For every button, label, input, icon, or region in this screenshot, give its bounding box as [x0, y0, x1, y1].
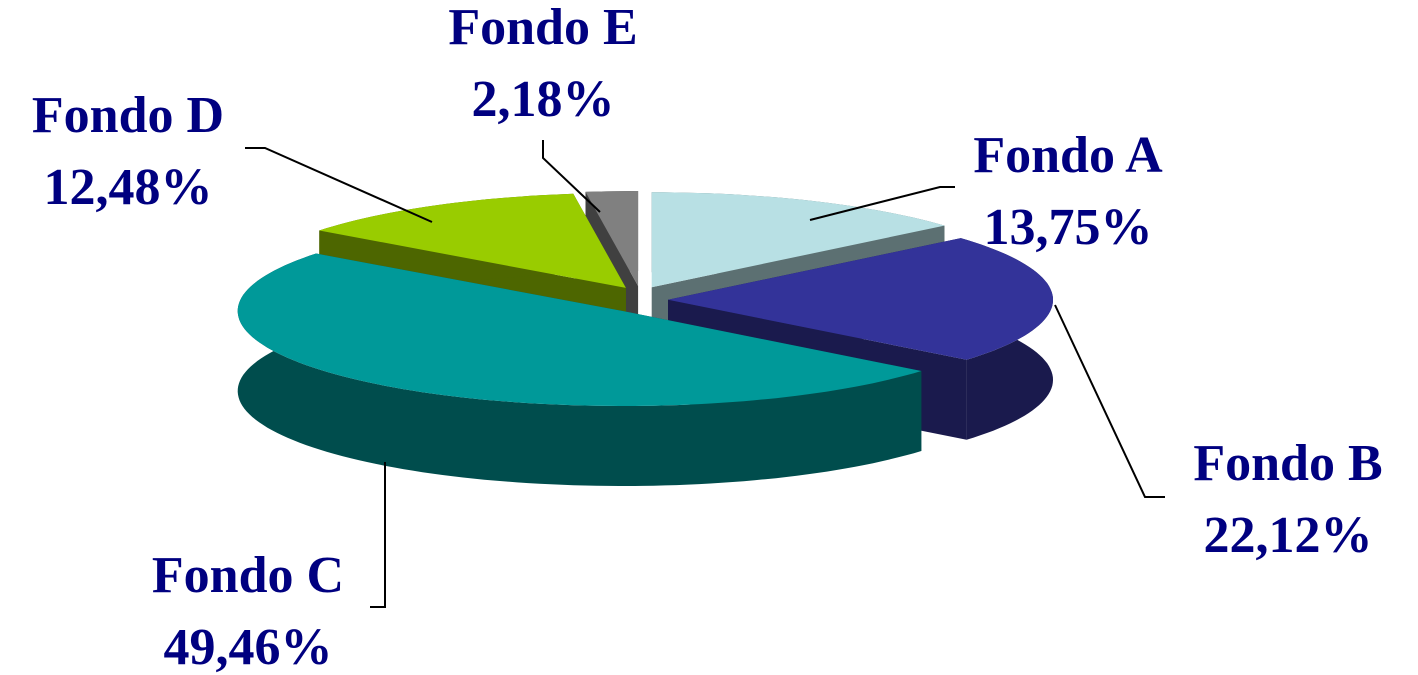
slice-label: Fondo B: [1193, 435, 1382, 492]
slice-wall: [237, 253, 922, 486]
slice-label: Fondo D: [32, 87, 224, 144]
slice-label: Fondo E: [448, 0, 637, 56]
leader-line: [1054, 304, 1165, 498]
slice: [668, 238, 1053, 360]
value-label: 12,48%: [44, 159, 213, 216]
leader-line: [245, 147, 433, 223]
leader-line: [542, 140, 601, 213]
value-label: 49,46%: [164, 619, 333, 675]
slice: [585, 191, 639, 286]
slice-label: Fondo C: [152, 547, 344, 604]
slice-label: Fondo A: [973, 127, 1163, 184]
value-label: 2,18%: [472, 71, 615, 128]
slice: [651, 192, 945, 288]
value-label: 22,12%: [1204, 507, 1373, 564]
slice: [319, 193, 626, 288]
leader-line: [370, 462, 386, 608]
slice: [237, 253, 922, 406]
leader-line: [809, 186, 955, 221]
value-label: 13,75%: [984, 199, 1153, 256]
